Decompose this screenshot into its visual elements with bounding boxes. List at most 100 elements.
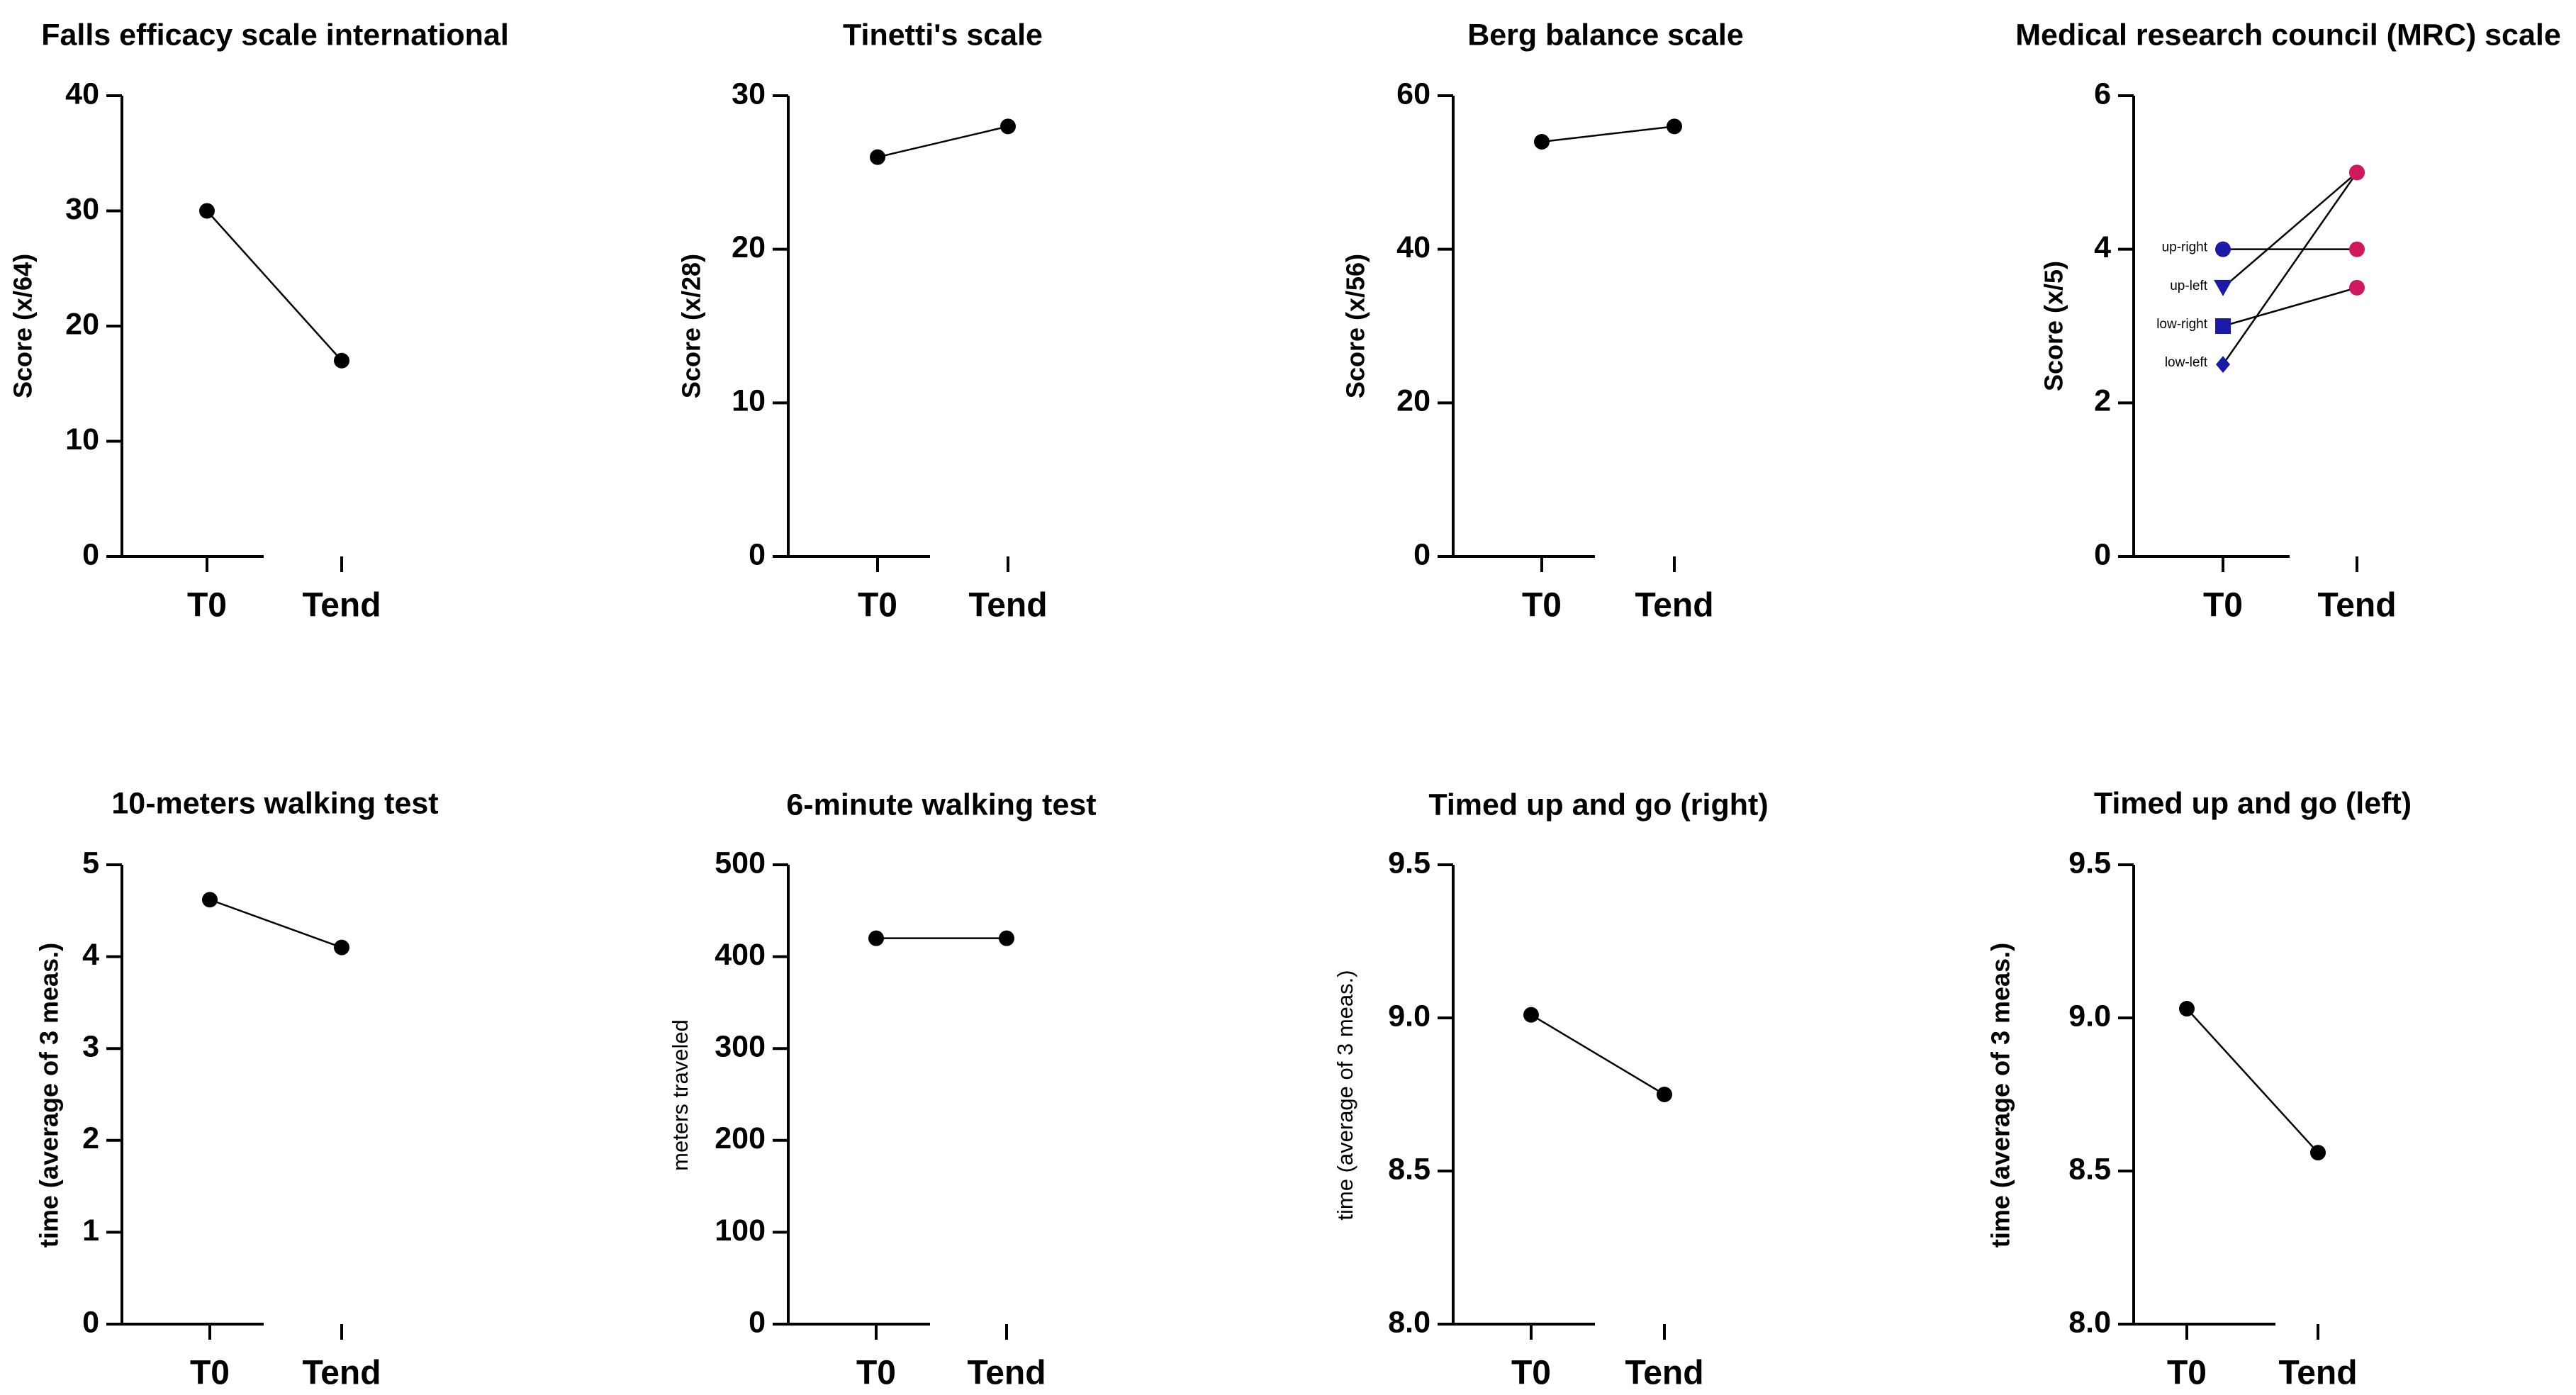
y-tick-label: 400 bbox=[715, 938, 766, 972]
data-point-t0 bbox=[868, 930, 884, 946]
data-point-t0 bbox=[1523, 1007, 1539, 1023]
y-tick-label: 8.5 bbox=[1388, 1152, 1430, 1186]
y-tick-label: 4 bbox=[82, 938, 99, 972]
data-point-tend bbox=[2310, 1145, 2326, 1161]
chart-title: Berg balance scale bbox=[1467, 18, 1744, 52]
chart-panel-2: Tinetti's scale 0 10 20 30 T0 Tend Score (x/28) bbox=[677, 18, 1048, 624]
y-axis-title: time (average of 3 meas.) bbox=[35, 943, 64, 1248]
data-point-tend bbox=[2349, 164, 2365, 181]
y-axis-title: time (average of 3 meas.) bbox=[1986, 943, 2015, 1248]
y-axis-title: time (average of 3 meas.) bbox=[1333, 970, 1357, 1220]
y-tick-label: 9.0 bbox=[2068, 999, 2111, 1033]
y-tick-label: 10 bbox=[732, 384, 766, 418]
y-tick-label: 300 bbox=[715, 1030, 766, 1064]
x-category-label: Tend bbox=[1625, 1355, 1703, 1392]
series-line bbox=[2222, 172, 2358, 288]
series-annotation: up-right bbox=[2162, 240, 2208, 255]
data-point-t0 bbox=[870, 149, 885, 165]
series-line bbox=[2222, 286, 2358, 327]
data-point-tend bbox=[2349, 241, 2365, 257]
chart-title: 6-minute walking test bbox=[786, 788, 1096, 822]
chart-panel-8: Timed up and go (left) 8.0 8.5 9.0 9.5 T0 Tend… bbox=[1986, 786, 2412, 1391]
x-category-label: T0 bbox=[190, 1355, 230, 1392]
chart-panel-5: 10-meters walking test 0 1 2 3 4 5 T0 Tend time (… bbox=[35, 786, 439, 1391]
y-tick-label: 500 bbox=[715, 846, 766, 880]
y-tick-label: 0 bbox=[82, 1305, 99, 1339]
x-category-label: Tend bbox=[302, 1355, 381, 1392]
series-annotation: low-left bbox=[2165, 355, 2208, 370]
x-category-label: T0 bbox=[2167, 1355, 2207, 1392]
chart-title: 10-meters walking test bbox=[111, 786, 438, 820]
series-line bbox=[206, 210, 342, 362]
data-point-tend bbox=[1000, 118, 1016, 135]
x-category-label: T0 bbox=[856, 1355, 896, 1392]
y-axis-title: Score (x/56) bbox=[1341, 254, 1370, 398]
chart-title: Tinetti's scale bbox=[843, 18, 1043, 52]
chart-panel-4: Medical research council (MRC) scale 0 2 4 6… bbox=[2015, 18, 2561, 624]
data-point-t0 bbox=[202, 892, 218, 908]
chart-title: Falls efficacy scale international bbox=[41, 18, 509, 52]
y-tick-label: 2 bbox=[2094, 384, 2111, 418]
y-tick-label: 0 bbox=[749, 537, 766, 571]
x-category-label: Tend bbox=[1635, 587, 1713, 624]
y-tick-label: 40 bbox=[65, 77, 99, 111]
chart-panel-7: Timed up and go (right) 8.0 8.5 9.0 9.5 T0 Ten… bbox=[1333, 788, 1768, 1391]
chart-title: Timed up and go (right) bbox=[1428, 788, 1768, 822]
series-line bbox=[2222, 172, 2358, 365]
x-category-label: Tend bbox=[967, 1355, 1046, 1392]
data-point-t0 bbox=[1534, 134, 1550, 150]
data-point-t0 bbox=[2215, 241, 2231, 257]
y-tick-label: 8.0 bbox=[1388, 1305, 1430, 1339]
x-category-label: T0 bbox=[2203, 587, 2243, 624]
y-tick-label: 9.5 bbox=[2068, 846, 2111, 880]
data-point-t0 bbox=[2214, 279, 2232, 296]
x-category-label: T0 bbox=[187, 587, 227, 624]
chart-title: Medical research council (MRC) scale bbox=[2015, 18, 2561, 52]
y-tick-label: 8.0 bbox=[2068, 1305, 2111, 1339]
data-point-t0 bbox=[2179, 1001, 2195, 1017]
series-line bbox=[1530, 1014, 1665, 1096]
y-axis-title: meters traveled bbox=[668, 1019, 693, 1171]
x-category-label: T0 bbox=[858, 587, 897, 624]
x-category-label: T0 bbox=[1522, 587, 1562, 624]
y-tick-label: 8.5 bbox=[2068, 1152, 2111, 1186]
chart-title: Timed up and go (left) bbox=[2094, 786, 2412, 820]
series-annotation: low-right bbox=[2156, 317, 2208, 332]
y-axis-title: Score (x/5) bbox=[2039, 261, 2068, 391]
data-point-t0 bbox=[2216, 356, 2230, 374]
y-tick-label: 20 bbox=[1396, 384, 1430, 418]
y-tick-label: 6 bbox=[2094, 77, 2111, 111]
y-tick-label: 30 bbox=[732, 77, 766, 111]
y-tick-label: 0 bbox=[1413, 537, 1430, 571]
y-tick-label: 200 bbox=[715, 1121, 766, 1155]
chart-panel-3: Berg balance scale 0 20 40 60 T0 Tend Score (x/… bbox=[1341, 18, 1744, 624]
y-tick-label: 20 bbox=[65, 307, 99, 341]
y-tick-label: 0 bbox=[749, 1305, 766, 1339]
x-category-label: T0 bbox=[1511, 1355, 1551, 1392]
chart-panel-6: 6-minute walking test 0 100 200 300 400 500 T0 T… bbox=[668, 788, 1096, 1391]
y-axis-title: Score (x/64) bbox=[9, 254, 38, 398]
x-category-label: Tend bbox=[2278, 1355, 2357, 1392]
data-point-tend bbox=[334, 352, 349, 369]
series-line bbox=[209, 899, 342, 948]
x-category-label: Tend bbox=[302, 587, 381, 624]
y-tick-label: 2 bbox=[82, 1121, 99, 1155]
y-tick-label: 9.5 bbox=[1388, 846, 1430, 880]
y-tick-label: 9.0 bbox=[1388, 999, 1430, 1033]
y-tick-label: 100 bbox=[715, 1214, 766, 1248]
y-tick-label: 1 bbox=[82, 1214, 99, 1248]
y-tick-label: 0 bbox=[2094, 537, 2111, 571]
y-tick-label: 0 bbox=[82, 537, 99, 571]
y-tick-label: 60 bbox=[1396, 77, 1430, 111]
data-point-tend bbox=[1657, 1087, 1672, 1102]
series-line bbox=[2186, 1008, 2319, 1153]
data-point-tend bbox=[334, 939, 349, 956]
series-annotation: up-left bbox=[2170, 279, 2208, 293]
series-line bbox=[877, 125, 1009, 158]
data-point-tend bbox=[999, 930, 1014, 946]
y-tick-label: 3 bbox=[82, 1030, 99, 1064]
data-point-t0 bbox=[2215, 318, 2231, 334]
chart-panel-1: Falls efficacy scale international 0 10 20 3… bbox=[9, 18, 509, 624]
data-point-t0 bbox=[199, 203, 215, 219]
